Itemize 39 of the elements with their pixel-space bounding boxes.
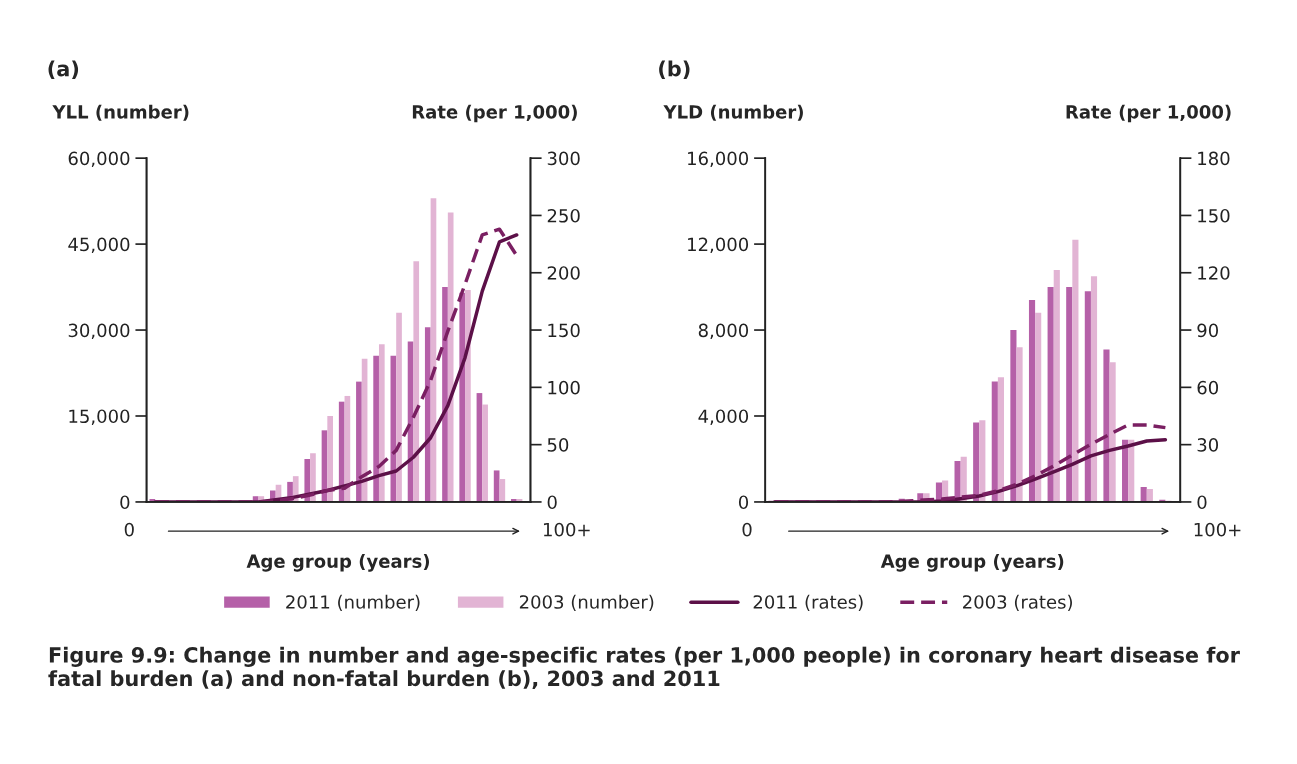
y-tick-label: 0 (120, 495, 130, 510)
y2-tick-label: 0 (547, 495, 557, 510)
y2-tick-label: 250 (547, 208, 580, 223)
caption: Figure 9.9: Change in number and age-specific rates (per 1,000 people) in coronary heart disease for fatal burden (a) and non-fatal burden (b), 2003 and 2011 (48, 646, 1240, 689)
chart-title: (a) (48, 60, 79, 79)
x-axis-title: Age group (years) (880, 554, 1064, 572)
y2-tick-label: 200 (547, 266, 580, 280)
y2-tick-label: 0 (1197, 495, 1207, 510)
y-axis-title: YLL (number) (52, 104, 189, 121)
legend-label: 2003 (number) (519, 594, 654, 611)
legend-label: 2011 (rates) (753, 594, 863, 611)
y-tick-label: 0 (738, 495, 749, 510)
legend-label: 2003 (rates) (963, 594, 1072, 611)
x-axis-title: Age group (years) (246, 554, 430, 572)
y-tick-label: 16,000 (688, 151, 749, 168)
y2-tick-label: 50 (547, 438, 569, 452)
y-tick-label: 45,000 (68, 237, 130, 254)
y2-tick-label: 150 (548, 323, 580, 338)
y2-tick-label: 100 (548, 380, 580, 395)
y-tick-label: 15,000 (69, 409, 130, 425)
y-tick-label: 30,000 (68, 323, 130, 340)
y2-axis-title: Rate (per 1,000) (412, 104, 577, 123)
text: 100+ (1194, 522, 1241, 537)
chart-title: (b) (659, 60, 690, 79)
y-tick-label: 4,000 (698, 409, 749, 425)
y2-tick-label: 60 (1197, 380, 1219, 395)
y-tick-label: 8,000 (698, 323, 749, 340)
y2-tick-label: 120 (1198, 266, 1230, 280)
legend-label: 2011 (number) (286, 594, 420, 611)
y2-tick-label: 90 (1197, 323, 1219, 338)
text: 100+ (543, 522, 590, 537)
y-axis-title: YLD (number) (663, 104, 803, 121)
y2-axis-title: Rate (per 1,000) (1066, 104, 1231, 123)
y-tick-label: 60,000 (68, 151, 130, 168)
y2-tick-label: 150 (1198, 208, 1230, 223)
y2-tick-label: 30 (1197, 438, 1219, 452)
y2-tick-label: 180 (1198, 151, 1230, 166)
y2-tick-label: 300 (547, 151, 580, 166)
y-tick-label: 12,000 (688, 237, 749, 254)
